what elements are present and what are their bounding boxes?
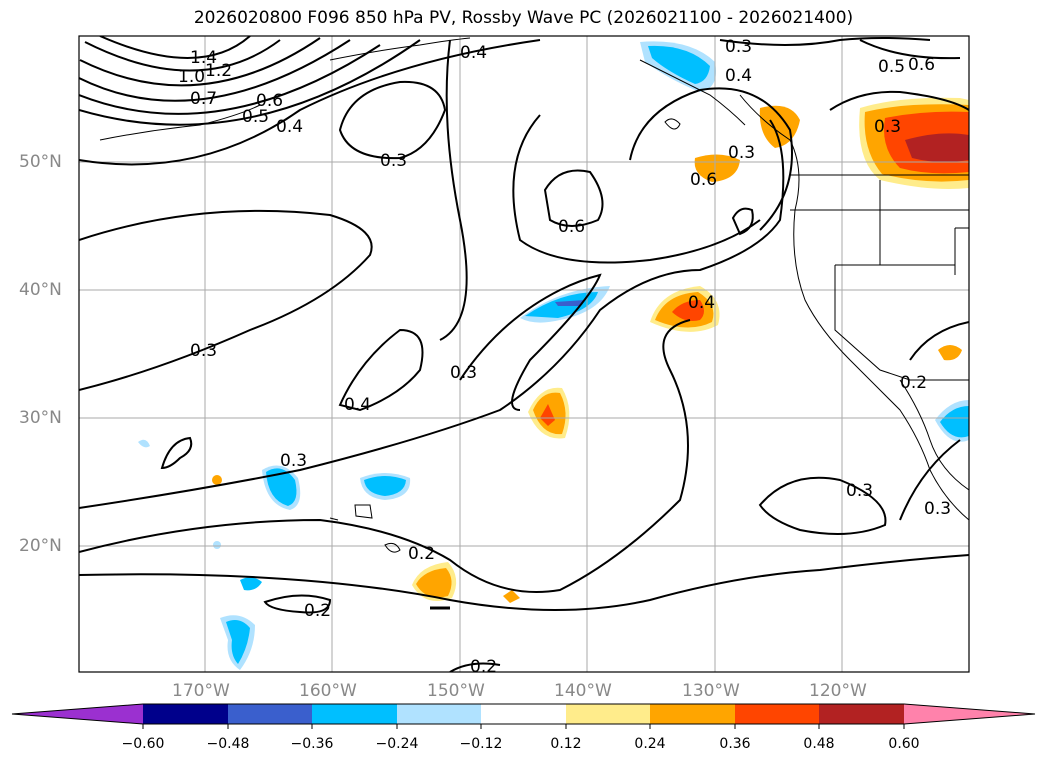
coastlines — [99, 37, 969, 610]
gridlines — [79, 36, 969, 672]
colorbar-tick-label: 0.36 — [719, 736, 751, 752]
map-title: 2026020800 F096 850 hPa PV, Rossby Wave … — [193, 8, 854, 28]
colorbar-tick-label: −0.12 — [459, 736, 503, 752]
contour-label: 0.5 — [242, 107, 269, 127]
plot-area — [79, 36, 969, 672]
contour-label: 0.3 — [725, 37, 752, 57]
lon-label: 130°W — [682, 681, 740, 701]
lon-label: 170°W — [172, 681, 230, 701]
contour-label: 0.4 — [725, 66, 752, 86]
contour-label: 0.3 — [874, 117, 901, 137]
colorbar-tick-label: −0.36 — [290, 736, 334, 752]
contour-label: 0.3 — [728, 143, 755, 163]
contour-label: 0.6 — [908, 55, 935, 75]
colorbar-tick-label: −0.48 — [206, 736, 250, 752]
contour-label: 0.6 — [690, 170, 717, 190]
colorbar-segment — [228, 704, 312, 724]
contour-label: 0.3 — [450, 363, 477, 383]
colorbar-segment — [650, 704, 735, 724]
lon-label: 140°W — [554, 681, 612, 701]
contour-label: 0.4 — [688, 293, 715, 313]
contour-label: 0.3 — [924, 499, 951, 519]
contour-label: 0.3 — [380, 151, 407, 171]
colorbar-segment — [312, 704, 397, 724]
colorbar — [11, 703, 1036, 729]
contour-label: 0.3 — [190, 341, 217, 361]
contour-label: 0.3 — [280, 451, 307, 471]
lat-label: 30°N — [19, 408, 62, 428]
contour-label: 1.4 — [190, 48, 217, 68]
lon-label: 160°W — [299, 681, 357, 701]
colorbar-tick-label: 0.60 — [888, 736, 920, 752]
contour-label: 0.6 — [558, 217, 585, 237]
contour-label: 1.0 — [178, 67, 205, 87]
lon-label: 150°W — [427, 681, 485, 701]
colorbar-tick-label: 0.12 — [550, 736, 582, 752]
contour-labels: 1.4 1.2 1.0 0.7 0.6 0.5 0.4 0.3 0.4 0.3 … — [178, 37, 951, 677]
colorbar-segment — [735, 704, 819, 724]
lat-label: 40°N — [19, 280, 62, 300]
contour-label: 0.4 — [276, 117, 303, 137]
contour-label: 0.5 — [878, 57, 905, 77]
lat-label: 20°N — [19, 536, 62, 556]
pv-contours — [79, 36, 969, 672]
colorbar-extend-high — [904, 704, 1035, 724]
contour-label: 0.4 — [344, 395, 371, 415]
colorbar-tick-label: 0.24 — [634, 736, 666, 752]
plot-frame — [78, 35, 970, 673]
colorbar-segment — [819, 704, 904, 724]
contour-label: 0.3 — [846, 481, 873, 501]
contour-label: 0.2 — [408, 544, 435, 564]
contour-label: 0.2 — [304, 601, 331, 621]
contour-label: 1.2 — [205, 61, 232, 81]
contour-label: 0.4 — [460, 43, 487, 63]
colorbar-tick-label: −0.24 — [375, 736, 419, 752]
lon-label: 120°W — [809, 681, 867, 701]
colorbar-segment — [143, 704, 228, 724]
colorbar-segment — [481, 704, 566, 724]
colorbar-extend-low — [12, 704, 143, 724]
contour-label: 0.6 — [256, 91, 283, 111]
lat-label: 50°N — [19, 152, 62, 172]
colorbar-segment — [566, 704, 650, 724]
colorbar-tick-label: 0.48 — [803, 736, 835, 752]
contour-label: 0.2 — [900, 373, 927, 393]
contour-label: 0.2 — [470, 657, 497, 677]
colorbar-segment — [397, 704, 481, 724]
colorbar-tick-label: −0.60 — [121, 736, 165, 752]
contour-label: 0.7 — [190, 89, 217, 109]
